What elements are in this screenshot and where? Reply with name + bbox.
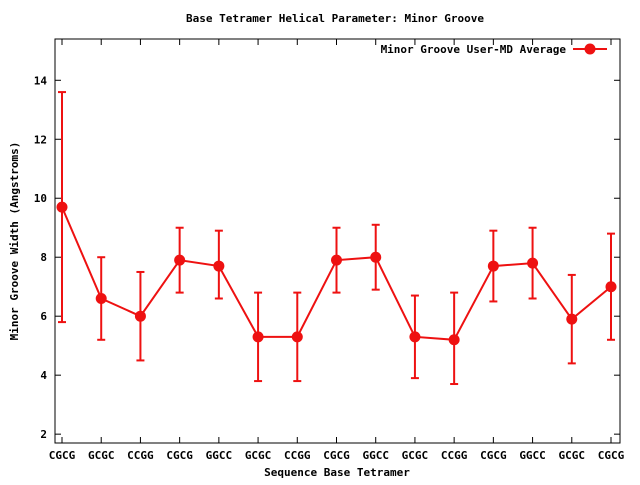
data-point — [291, 331, 303, 343]
x-tick-label: GCGC — [559, 449, 586, 462]
y-tick-label: 10 — [34, 192, 47, 205]
data-point — [448, 334, 460, 346]
x-tick-label: GCGC — [245, 449, 272, 462]
chart-title: Base Tetramer Helical Parameter: Minor G… — [186, 12, 484, 25]
x-tick-label: CCGG — [127, 449, 154, 462]
data-point — [370, 251, 382, 263]
data-point — [331, 254, 342, 266]
x-tick-label: CGCG — [323, 449, 350, 462]
x-tick-label: GGCC — [206, 449, 233, 462]
data-point — [252, 331, 264, 343]
data-point — [95, 293, 107, 305]
x-tick-label: CGCG — [49, 449, 76, 462]
data-point — [134, 310, 146, 322]
y-axis-ticks: 2 4 6 8 10 12 14 — [34, 74, 620, 441]
x-tick-label: GGCC — [362, 449, 389, 462]
x-axis-label: Sequence Base Tetramer — [264, 466, 410, 479]
y-tick-label: 12 — [34, 133, 47, 146]
legend-marker — [584, 43, 596, 55]
legend-label: Minor Groove User-MD Average — [381, 43, 567, 56]
x-tick-label: CGCG — [166, 449, 193, 462]
legend: Minor Groove User-MD Average — [381, 43, 607, 56]
y-tick-label: 8 — [40, 251, 47, 264]
data-point — [527, 257, 539, 269]
y-tick-label: 2 — [40, 428, 47, 441]
x-tick-label: GCGC — [402, 449, 429, 462]
data-points — [56, 201, 617, 346]
data-point — [605, 281, 617, 293]
x-tick-label: GGCC — [519, 449, 546, 462]
x-tick-label: CGCG — [598, 449, 625, 462]
data-point — [174, 254, 186, 266]
x-axis-ticks: CGCG GCGC CCGG CGCG GGCC GCGC CCGG CGCG GGCC GCGC… — [49, 39, 625, 462]
data-point — [566, 313, 578, 325]
x-tick-label: CCGG — [284, 449, 311, 462]
data-point — [487, 260, 499, 272]
x-tick-label: GCGC — [88, 449, 115, 462]
error-bars — [58, 91, 615, 386]
data-point — [213, 260, 225, 272]
data-point — [409, 331, 421, 343]
x-tick-label: CGCG — [480, 449, 507, 462]
y-tick-label: 6 — [40, 310, 47, 323]
plot-frame — [54, 38, 621, 444]
x-tick-label: CCGG — [441, 449, 468, 462]
y-axis-label: Minor Groove Width (Angstroms) — [8, 142, 21, 341]
data-point — [56, 201, 68, 213]
y-tick-label: 14 — [34, 74, 48, 87]
y-tick-label: 4 — [40, 369, 47, 382]
